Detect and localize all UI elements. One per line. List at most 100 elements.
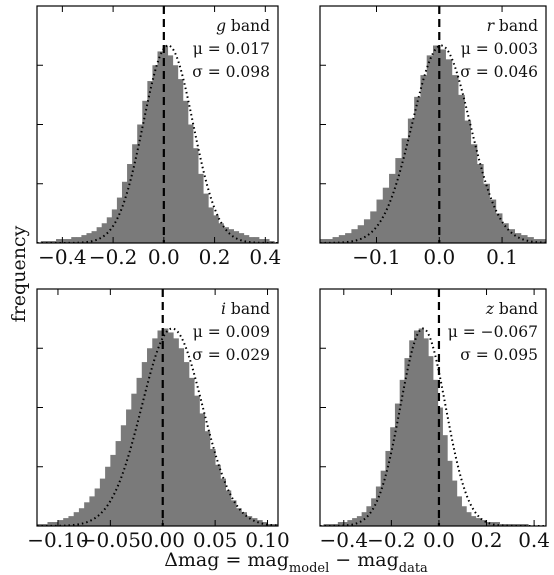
x-axis-label-main: Δmag = mag xyxy=(164,549,289,571)
x-tick-label: −0.2 xyxy=(367,528,416,552)
histogram-bar xyxy=(426,55,434,243)
histogram-bar xyxy=(110,454,116,526)
histogram-bar xyxy=(485,522,491,526)
histogram-bar xyxy=(351,229,359,243)
x-tick-label: −0.4 xyxy=(38,245,87,269)
histogram-bar xyxy=(264,239,270,243)
histogram-bar xyxy=(475,518,481,526)
histogram-bar xyxy=(267,524,274,526)
histogram-bar xyxy=(439,49,446,243)
histogram-bar xyxy=(188,377,195,526)
histogram-bar xyxy=(194,395,200,526)
histogram-bar xyxy=(456,496,462,526)
histogram-bar xyxy=(236,508,242,526)
panel-g-band: −0.4 −0.2 0.0 0.2 0.4 g band μ = 0.017 σ = 0.09… xyxy=(36,5,281,269)
histogram-bar xyxy=(61,239,67,243)
histogram-bar xyxy=(527,237,534,243)
histogram-bar xyxy=(257,520,263,526)
histogram-bar xyxy=(142,100,148,243)
histogram-bar xyxy=(323,524,329,526)
histogram-bar xyxy=(136,377,143,526)
histogram-bar xyxy=(413,330,420,526)
histogram-bar xyxy=(141,362,148,526)
histogram-bar xyxy=(363,219,371,243)
histogram-bar xyxy=(428,356,434,526)
band-name: i xyxy=(221,300,226,318)
histogram-bar xyxy=(230,500,237,526)
histogram-bar xyxy=(262,522,268,526)
x-tick-label: 0.4 xyxy=(249,245,281,269)
histogram-bar xyxy=(442,435,448,526)
histogram-bar xyxy=(81,235,87,243)
histogram-bar xyxy=(489,199,497,243)
x-tick-label: 0.0 xyxy=(423,528,455,552)
histogram-bar xyxy=(45,241,52,243)
histogram-bar xyxy=(42,524,48,526)
histogram-bar xyxy=(352,518,358,526)
x-tick-label: 0.0 xyxy=(423,245,455,269)
x-tick-label: −0.05 xyxy=(80,528,141,552)
histogram-bar xyxy=(218,223,224,243)
histogram-bar xyxy=(494,522,501,526)
band-suffix: band xyxy=(226,300,270,318)
histogram-bar xyxy=(121,181,128,243)
histogram-bar xyxy=(162,45,169,243)
histogram-bar xyxy=(162,328,169,526)
histogram-bar xyxy=(338,235,346,243)
histogram-bar xyxy=(50,241,57,243)
histogram-bar xyxy=(233,231,240,243)
histogram-bar xyxy=(47,522,54,526)
histogram-bar xyxy=(332,237,340,243)
histogram-bar xyxy=(490,522,496,526)
histogram-bar xyxy=(76,237,82,243)
histogram-bar xyxy=(208,207,214,243)
histogram-bar xyxy=(356,516,363,526)
histogram-bar xyxy=(248,237,255,243)
histogram-bar xyxy=(132,144,138,243)
histogram-bar xyxy=(173,338,179,526)
x-axis-label-sub-model: model xyxy=(289,561,329,575)
histogram-bar xyxy=(452,480,458,526)
panel-z-band: −0.4 −0.2 0.0 0.2 0.4 z band μ = −0.067 σ = 0.0… xyxy=(319,288,550,552)
histogram-bar xyxy=(137,124,143,243)
histogram-bar xyxy=(464,120,472,243)
histogram-bar xyxy=(106,217,113,243)
histogram-bar xyxy=(437,407,443,526)
histogram-bar xyxy=(370,211,377,243)
x-tick-label: −0.10 xyxy=(27,528,88,552)
histogram-bar xyxy=(37,524,43,526)
histogram-bar xyxy=(409,340,415,526)
histogram-bar xyxy=(238,233,245,243)
histogram-bar xyxy=(342,522,348,526)
histogram-bar xyxy=(445,59,453,243)
histogram-bar xyxy=(182,100,189,243)
band-suffix: band xyxy=(494,17,538,35)
band-label: z band xyxy=(485,300,538,318)
mu-label: μ = 0.017 xyxy=(193,40,270,58)
histogram-bar xyxy=(63,518,69,526)
histogram-bar xyxy=(172,65,179,243)
band-label: r band xyxy=(487,17,538,35)
gaussian-fit-curve xyxy=(320,44,546,243)
histogram-bar xyxy=(52,522,59,526)
histogram-bar xyxy=(328,524,334,526)
histogram-bar xyxy=(215,464,221,526)
x-tick-label: 0.00 xyxy=(140,528,185,552)
histogram-bar xyxy=(203,193,209,243)
histogram-bar xyxy=(480,520,486,526)
histogram-bar xyxy=(483,183,490,243)
histogram-bar xyxy=(86,233,92,243)
sigma-label: σ = 0.046 xyxy=(460,63,538,81)
x-tick-label: 0.10 xyxy=(245,528,290,552)
histogram-bar xyxy=(420,75,428,243)
band-name: g xyxy=(216,17,226,35)
histogram-bar xyxy=(228,229,235,243)
histogram-bar xyxy=(366,506,372,526)
histogram-bar xyxy=(111,209,118,243)
x-tick-label: −0.1 xyxy=(352,245,401,269)
histogram-bar xyxy=(71,237,77,243)
histogram-bar xyxy=(66,239,72,243)
histogram-bar xyxy=(495,213,503,243)
x-tick-label: 0.4 xyxy=(518,528,550,552)
histogram-bar xyxy=(466,512,472,526)
